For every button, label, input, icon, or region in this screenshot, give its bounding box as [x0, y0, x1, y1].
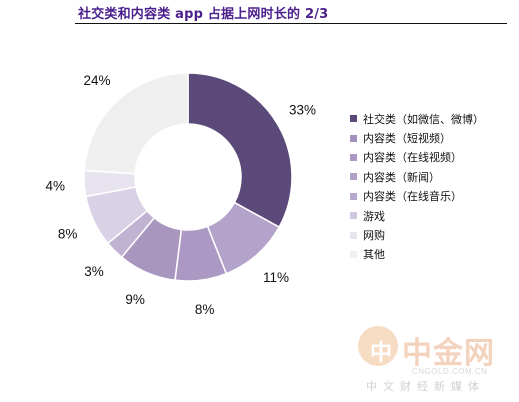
legend-label: 内容类（在线音乐）: [363, 190, 462, 204]
watermark-logo-glyph: 中: [370, 340, 393, 366]
watermark-name: 中金网: [402, 336, 495, 371]
watermark-logo-icon: 中: [358, 326, 398, 366]
legend-item: 内容类（新闻）: [350, 167, 484, 186]
legend-swatch: [350, 250, 357, 258]
chart-title: 社交类和内容类 app 占据上网时长的 2/3: [78, 7, 329, 22]
slice-value-label: 24%: [83, 73, 110, 88]
legend-label: 内容类（在线视频）: [363, 151, 462, 165]
legend-item: 其他: [350, 245, 484, 264]
legend-item: 游戏: [350, 206, 484, 225]
slice-value-label: 4%: [46, 178, 66, 193]
legend-swatch: [350, 153, 357, 161]
watermark: 中 中金网 CNGOLD.COM.CN 中文财经新媒体: [358, 326, 514, 396]
legend-label: 内容类（短视频）: [363, 132, 451, 146]
slice-value-label: 3%: [84, 264, 104, 279]
pie-slice: [83, 72, 189, 175]
legend-swatch: [350, 212, 357, 220]
slice-value-label: 11%: [263, 270, 289, 285]
legend-label: 其他: [363, 248, 385, 262]
legend-swatch: [350, 115, 357, 123]
legend-label: 网购: [363, 229, 385, 243]
title-underline: [75, 23, 507, 24]
chart-legend: 社交类（如微信、微博） 内容类（短视频） 内容类（在线视频） 内容类（新闻） 内…: [350, 109, 484, 264]
legend-swatch: [350, 231, 357, 239]
watermark-subtitle: 中文财经新媒体: [366, 380, 485, 393]
legend-swatch: [350, 192, 357, 200]
legend-label: 游戏: [363, 209, 385, 223]
legend-swatch: [350, 134, 357, 142]
slice-value-label: 9%: [125, 292, 145, 307]
slice-value-label: 33%: [289, 102, 316, 117]
slice-value-label: 8%: [195, 302, 215, 317]
legend-label: 内容类（新闻）: [363, 170, 440, 184]
legend-label: 社交类（如微信、微博）: [363, 112, 484, 126]
slice-value-label: 8%: [58, 227, 78, 242]
pie-slice: [187, 72, 293, 229]
legend-item: 内容类（在线音乐）: [350, 187, 484, 206]
legend-item: 内容类（短视频）: [350, 128, 484, 147]
legend-item: 社交类（如微信、微博）: [350, 109, 484, 128]
legend-item: 网购: [350, 225, 484, 244]
legend-item: 内容类（在线视频）: [350, 148, 484, 167]
legend-swatch: [350, 173, 357, 181]
watermark-url: CNGOLD.COM.CN: [412, 367, 488, 376]
